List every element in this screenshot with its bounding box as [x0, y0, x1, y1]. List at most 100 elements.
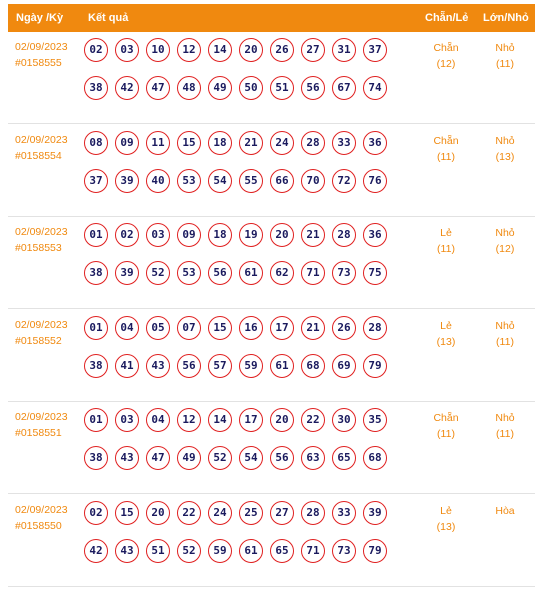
number-ball: 30 — [332, 408, 356, 432]
number-ball: 02 — [84, 38, 108, 62]
number-ball: 72 — [332, 168, 356, 193]
number-ball: 03 — [146, 223, 170, 247]
number-ball: 41 — [115, 353, 139, 378]
number-ball: 68 — [301, 353, 325, 378]
number-ball: 12 — [177, 408, 201, 432]
table-row: 02/09/2023 #0158551 01 03 04 12 14 17 20 22 30 35 38… — [8, 402, 535, 494]
number-ball: 26 — [332, 315, 356, 340]
number-ball: 48 — [177, 76, 201, 100]
number-ball: 25 — [239, 500, 263, 525]
number-ball: 47 — [146, 446, 170, 470]
number-ball: 37 — [363, 38, 387, 62]
number-ball: 43 — [115, 538, 139, 563]
number-ball: 20 — [146, 500, 170, 525]
number-ball: 19 — [239, 223, 263, 247]
date-period-cell: 02/09/2023 #0158555 — [15, 39, 68, 71]
even-odd-value: Chẵn — [433, 134, 459, 147]
even-odd-value: Chẵn — [433, 412, 459, 424]
number-ball: 73 — [332, 538, 356, 563]
number-ball: 56 — [208, 261, 232, 285]
even-odd-value: Chẵn — [433, 42, 459, 54]
number-ball: 20 — [270, 408, 294, 432]
number-ball: 56 — [177, 353, 201, 378]
even-odd-cell: Chẵn (11) — [426, 133, 466, 165]
number-ball: 65 — [332, 446, 356, 470]
number-ball: 71 — [301, 538, 325, 563]
draw-period: #0158553 — [15, 242, 62, 254]
draw-date: 02/09/2023 — [15, 226, 68, 238]
number-ball: 01 — [84, 408, 108, 432]
even-odd-column-header: Chẵn/Lẻ — [425, 12, 469, 24]
big-small-count: (11) — [496, 58, 514, 70]
big-small-column-header: Lớn/Nhỏ — [483, 12, 529, 24]
number-ball: 09 — [177, 223, 201, 247]
number-ball: 05 — [146, 315, 170, 340]
even-odd-cell: Chẵn (12) — [426, 40, 466, 72]
number-ball: 54 — [208, 168, 232, 193]
number-ball: 37 — [84, 168, 108, 193]
number-ball: 08 — [84, 130, 108, 155]
even-odd-value: Lẻ — [440, 227, 452, 239]
even-odd-cell: Lẻ (13) — [426, 318, 466, 350]
number-ball: 79 — [363, 353, 387, 378]
number-ball: 14 — [208, 408, 232, 432]
table-row: 02/09/2023 #0158550 02 15 20 22 24 25 27 28 33 39 42… — [8, 495, 535, 587]
number-ball: 14 — [208, 38, 232, 62]
draw-date: 02/09/2023 — [15, 411, 68, 423]
draw-date: 02/09/2023 — [15, 503, 68, 516]
number-ball: 33 — [332, 500, 356, 525]
number-ball: 56 — [270, 446, 294, 470]
big-small-cell: Nhỏ (13) — [485, 133, 525, 165]
draw-date: 02/09/2023 — [15, 133, 68, 146]
number-ball: 24 — [270, 130, 294, 155]
result-column-header: Kết quả — [88, 12, 129, 24]
number-ball: 27 — [270, 500, 294, 525]
big-small-count: (12) — [495, 243, 515, 255]
draw-period: #0158550 — [15, 519, 62, 532]
table-row: 02/09/2023 #0158553 01 02 03 09 18 19 20 21 28 36 38… — [8, 217, 535, 309]
table-row: 02/09/2023 #0158555 02 03 10 12 14 20 26 27 31 37 38… — [8, 32, 535, 124]
number-ball: 28 — [301, 500, 325, 525]
number-ball: 09 — [115, 130, 139, 155]
number-ball: 11 — [146, 130, 170, 155]
number-ball: 52 — [177, 538, 201, 563]
number-ball: 51 — [270, 76, 294, 100]
number-ball: 03 — [115, 38, 139, 62]
number-ball: 61 — [239, 261, 263, 285]
even-odd-count: (11) — [437, 243, 455, 255]
number-ball: 22 — [301, 408, 325, 432]
number-ball: 69 — [332, 353, 356, 378]
draw-period: #0158551 — [15, 427, 62, 439]
big-small-value: Nhỏ — [495, 319, 515, 332]
number-ball: 18 — [208, 223, 232, 247]
number-ball: 21 — [301, 223, 325, 247]
number-ball: 55 — [239, 168, 263, 193]
date-period-column-header: Ngày /Kỳ — [16, 12, 64, 24]
draw-period: #0158554 — [15, 149, 62, 162]
number-ball: 10 — [146, 38, 170, 62]
number-ball: 04 — [115, 315, 139, 340]
even-odd-value: Lẻ — [440, 319, 452, 332]
big-small-count: (11) — [496, 335, 514, 348]
big-small-value: Hòa — [495, 504, 515, 517]
number-ball: 02 — [115, 223, 139, 247]
number-ball: 17 — [270, 315, 294, 340]
date-period-cell: 02/09/2023 #0158552 — [15, 317, 68, 349]
number-ball: 38 — [84, 446, 108, 470]
number-ball: 03 — [115, 408, 139, 432]
number-ball: 26 — [270, 38, 294, 62]
number-ball: 39 — [363, 500, 387, 525]
number-ball: 62 — [270, 261, 294, 285]
number-ball: 21 — [239, 130, 263, 155]
number-ball: 59 — [239, 353, 263, 378]
number-ball: 57 — [208, 353, 232, 378]
number-ball: 49 — [177, 446, 201, 470]
table-row: 02/09/2023 #0158552 01 04 05 07 15 16 17 21 26 28 38… — [8, 310, 535, 402]
big-small-value: Nhỏ — [495, 134, 515, 147]
number-ball: 53 — [177, 261, 201, 285]
number-ball: 59 — [208, 538, 232, 563]
number-ball: 27 — [301, 38, 325, 62]
date-period-cell: 02/09/2023 #0158550 — [15, 502, 68, 534]
big-small-cell: Hòa — [485, 503, 525, 519]
number-ball: 20 — [239, 38, 263, 62]
